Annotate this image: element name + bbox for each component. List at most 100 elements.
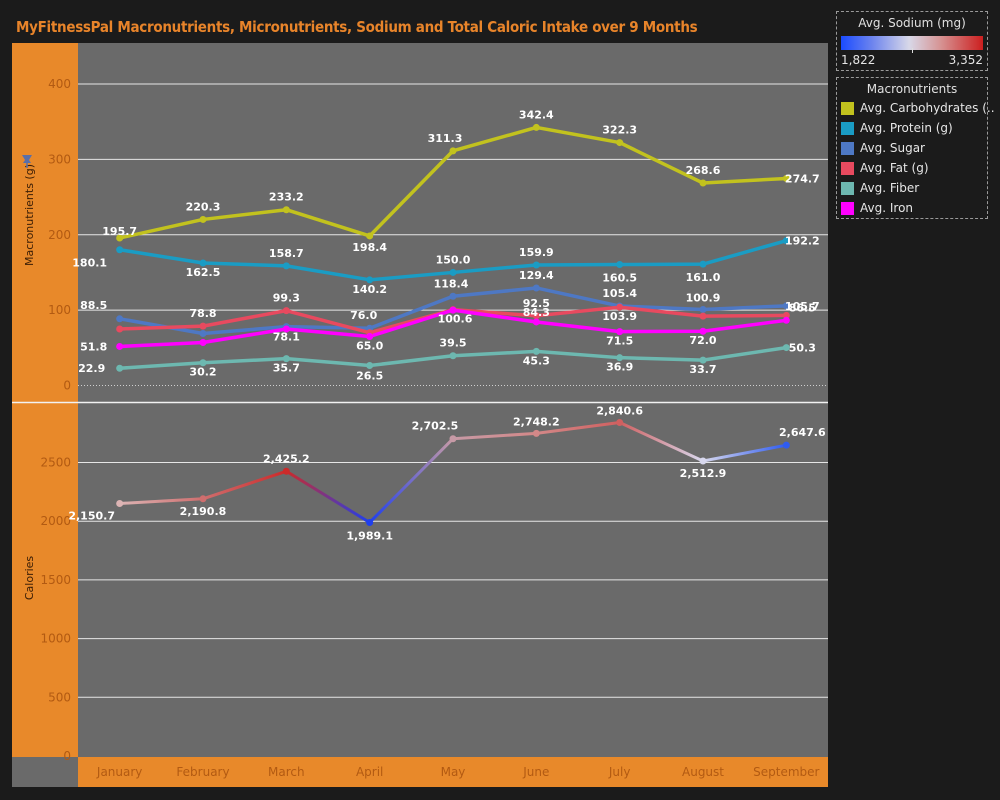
y-tick-label: 100 <box>48 303 71 317</box>
data-label: 76.0 <box>350 309 377 322</box>
sodium-max-label: 3,352 <box>948 53 983 67</box>
y-tick-label: 400 <box>48 77 71 91</box>
series-point <box>449 147 457 155</box>
series-point <box>616 328 624 336</box>
calories-line-segment <box>118 497 205 506</box>
series-point <box>116 246 124 254</box>
data-label: 159.9 <box>519 246 554 259</box>
calories-line-segment <box>368 437 455 524</box>
data-label: 180.1 <box>72 257 107 270</box>
series-point <box>116 364 124 372</box>
data-label: 2,647.6 <box>779 426 826 439</box>
series-point <box>199 322 207 330</box>
data-label: 2,748.2 <box>513 415 560 428</box>
series-point <box>449 292 457 300</box>
data-label: 99.3 <box>273 292 300 305</box>
calories-point <box>282 467 290 475</box>
series-point <box>782 302 790 310</box>
data-label: 86.5 <box>789 301 816 314</box>
data-label: 162.5 <box>186 266 221 279</box>
legend-swatch <box>841 121 854 135</box>
data-label: 322.3 <box>602 124 637 137</box>
series-point <box>282 355 290 363</box>
data-label: 92.5 <box>523 297 550 310</box>
series-point <box>366 333 374 341</box>
legend-swatch <box>841 141 854 155</box>
x-tick-label: June <box>522 765 549 779</box>
calories-line-segment <box>618 421 705 463</box>
data-label: 71.5 <box>606 335 633 348</box>
series-point <box>699 312 707 320</box>
series-point <box>116 315 124 323</box>
data-label: 195.7 <box>102 225 137 238</box>
data-label: 2,150.7 <box>68 510 115 523</box>
data-label: 26.5 <box>356 370 383 383</box>
series-point <box>199 259 207 267</box>
series-point <box>782 344 790 352</box>
sodium-color-legend[interactable]: Avg. Sodium (mg) 1,822 3,352 <box>836 11 988 71</box>
y-axis-band <box>12 43 78 757</box>
series-point <box>782 311 790 319</box>
legend-item-sugar[interactable]: Avg. Sugar <box>841 140 925 156</box>
data-label: 129.4 <box>519 269 554 282</box>
macronutrient-legend[interactable]: Macronutrients Avg. Carbohydrates (.. Av… <box>836 77 995 219</box>
data-label: 72.0 <box>689 334 716 347</box>
data-label: 65.0 <box>356 340 383 353</box>
series-point <box>699 327 707 335</box>
calories-line-segment <box>284 469 372 524</box>
data-label: 30.2 <box>189 366 216 379</box>
data-label: 140.2 <box>352 283 387 296</box>
series-point <box>616 139 624 147</box>
x-tick-label: September <box>753 765 819 779</box>
axis-layer: January February March April May June July Augu… <box>23 77 820 779</box>
legend-label: Avg. Sugar <box>860 141 925 155</box>
series-point <box>449 268 457 276</box>
data-label: 220.3 <box>186 200 221 213</box>
data-label: 100.9 <box>686 291 721 304</box>
sodium-mid-tick <box>912 48 913 53</box>
y-tick-label: 1500 <box>40 573 71 587</box>
data-label: 105.4 <box>602 287 637 300</box>
legend-item-fiber[interactable]: Avg. Fiber <box>841 180 919 196</box>
legend-label: Avg. Fiber <box>860 181 920 195</box>
y-axis-title: Macronutrients (g) <box>23 164 36 266</box>
data-label: 118.4 <box>434 277 469 290</box>
x-tick-label: August <box>682 765 724 779</box>
calories-point <box>449 435 457 443</box>
series-point <box>116 325 124 333</box>
data-label: 35.7 <box>273 362 300 375</box>
y-tick-label: 1000 <box>40 632 71 646</box>
series-point <box>282 325 290 333</box>
series-point <box>449 352 457 360</box>
legend-label: Avg. Carbohydrates (.. <box>860 101 995 115</box>
data-label: 100.6 <box>438 313 473 326</box>
series-point <box>699 260 707 268</box>
data-label: 105.7 <box>785 300 820 313</box>
calories-point <box>199 495 207 503</box>
data-label: 78.1 <box>273 331 300 344</box>
data-label: 103.9 <box>602 310 637 323</box>
series-point <box>532 284 540 292</box>
legend-item-fat[interactable]: Avg. Fat (g) <box>841 160 929 176</box>
legend-item-carbohydrates[interactable]: Avg. Carbohydrates (.. <box>841 100 995 116</box>
series-point <box>616 261 624 269</box>
series-point <box>616 354 624 362</box>
series-point <box>199 339 207 347</box>
legend-item-iron[interactable]: Avg. Iron <box>841 200 913 216</box>
sodium-min-label: 1,822 <box>841 53 876 67</box>
y-axis-title: Calories <box>23 556 36 601</box>
grid-layer <box>78 83 828 698</box>
data-label: 2,840.6 <box>596 405 643 418</box>
data-label: 274.7 <box>785 172 820 185</box>
calories-line-segment <box>534 421 622 435</box>
calories-line-segment <box>201 469 288 501</box>
data-label: 33.7 <box>689 363 716 376</box>
series-point <box>782 237 790 245</box>
sodium-gradient-bar <box>841 36 983 50</box>
data-label: 84.3 <box>523 306 550 319</box>
data-label: 22.9 <box>78 362 105 375</box>
legend-item-protein[interactable]: Avg. Protein (g) <box>841 120 953 136</box>
pin-icon[interactable] <box>22 155 32 168</box>
data-label: 161.0 <box>686 271 721 284</box>
data-label: 39.5 <box>439 337 466 350</box>
